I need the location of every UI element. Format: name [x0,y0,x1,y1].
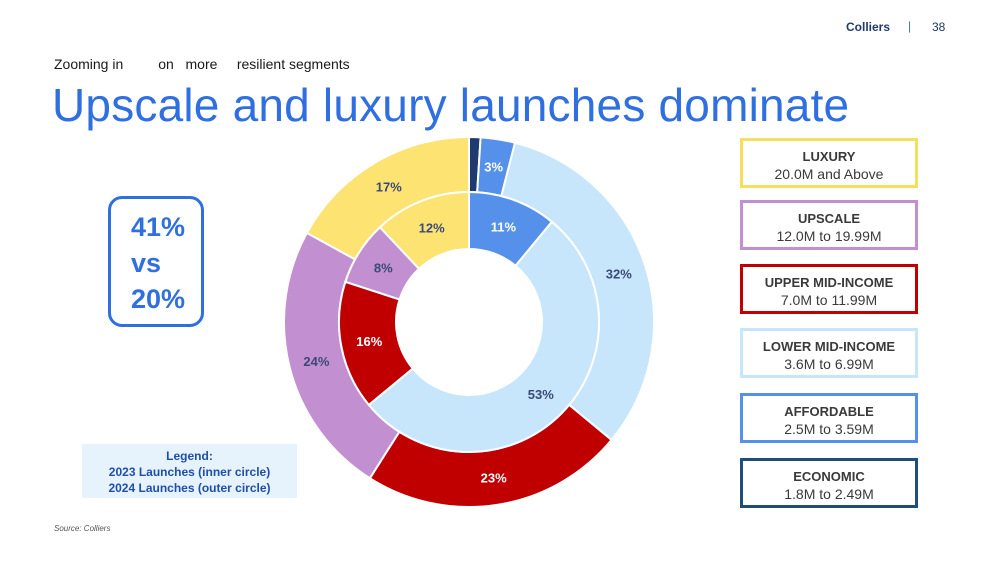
page-subtitle: Zooming in on more resilient segments [54,56,350,72]
page-number: 38 [932,20,946,34]
segment-range: 1.8M to 2.49M [784,486,874,502]
segment-name: UPSCALE [797,211,861,226]
segment-card-economic: ECONOMIC 1.8M to 2.49M [740,458,918,508]
callout-vs: vs [131,248,162,278]
segment-card-affordable: AFFORDABLE 2.5M to 3.59M [740,393,918,443]
segment-card-upscale: UPSCALE 12.0M to 19.99M [740,200,918,250]
inner-slice-luxury [378,190,470,271]
callout-value-2023: 20% [131,284,186,314]
callout-value-2024: 41% [131,212,186,242]
inner-label-upper-mid-income: 16% [356,334,382,349]
segment-range: 7.0M to 11.99M [780,292,878,308]
segment-name: LUXURY [802,149,856,164]
inner-label-lower-mid-income: 53% [528,387,554,402]
segment-card-upper-mid-income: UPPER MID-INCOME 7.0M to 11.99M [740,264,918,314]
outer-label-lower-mid-income: 32% [606,266,632,281]
segment-name: LOWER MID-INCOME [762,339,896,354]
segment-range: 20.0M and Above [774,166,884,182]
inner-label-luxury: 12% [419,221,445,236]
page-title: Upscale and luxury launches dominate [52,79,850,131]
segment-range: 12.0M to 19.99M [776,228,882,244]
segment-name: AFFORDABLE [784,404,874,419]
outer-label-affordable: 3% [484,159,503,174]
inner-label-upscale: 8% [374,261,393,276]
legend-outer-circle: 2024 Launches (outer circle) [108,481,271,495]
inner-slice-lower-mid-income [367,220,600,453]
brand-name: Colliers [846,20,891,34]
source-note: Source: Colliers [54,524,111,533]
segment-range: 2.5M to 3.59M [784,421,874,437]
segment-name: UPPER MID-INCOME [764,275,894,290]
inner-label-affordable: 11% [491,220,517,235]
segment-card-luxury: LUXURY 20.0M and Above [740,138,918,188]
segment-card-lower-mid-income: LOWER MID-INCOME 3.6M to 6.99M [740,328,918,378]
legend-title: Legend: [166,449,213,463]
outer-label-upper-mid-income: 23% [481,471,507,486]
header-separator: | [908,19,912,33]
legend-inner-circle: 2023 Launches (inner circle) [108,465,271,479]
segment-range: 3.6M to 6.99M [784,356,874,372]
outer-label-luxury: 17% [376,179,402,194]
segment-name: ECONOMIC [793,469,865,484]
comparison-callout: 41% vs 20% [108,196,204,327]
outer-label-upscale: 24% [303,354,329,369]
chart-legend: Legend: 2023 Launches (inner circle) 202… [82,444,297,498]
